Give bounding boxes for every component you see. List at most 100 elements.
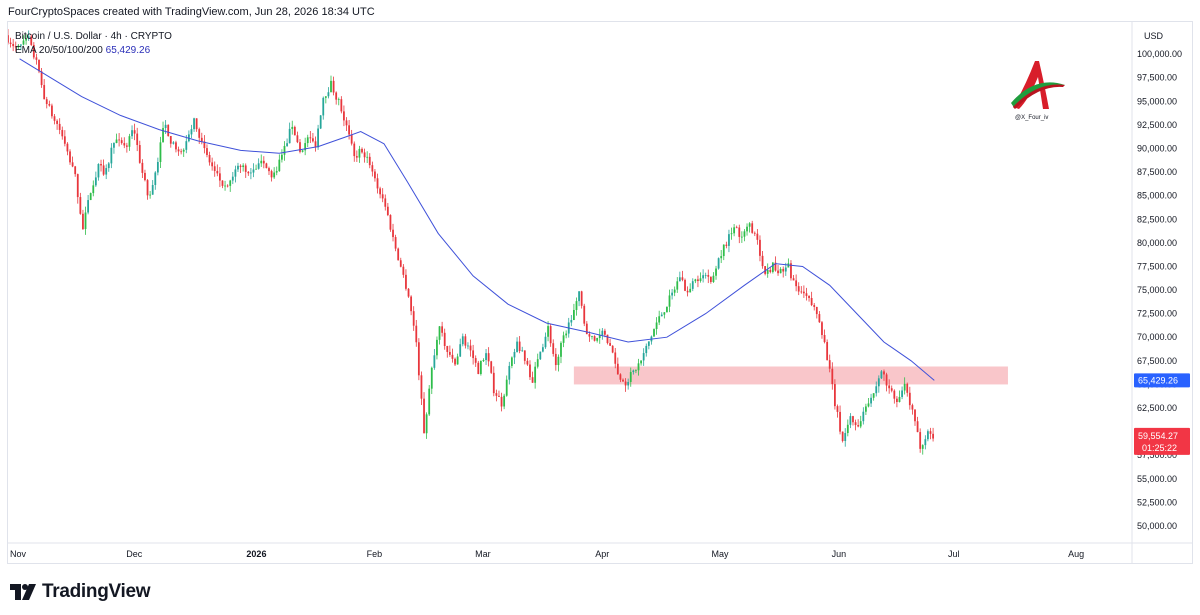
candle-body <box>270 171 273 178</box>
candle-body <box>629 372 632 382</box>
candle-body <box>226 185 229 187</box>
candle-body <box>100 164 102 166</box>
tradingview-logo-icon <box>10 584 36 600</box>
candle-body <box>156 162 159 173</box>
time-tick-label: Nov <box>10 549 27 559</box>
price-tick-label: 95,000.00 <box>1137 96 1177 106</box>
candle-body <box>500 396 503 407</box>
candle-body <box>288 128 291 144</box>
candle-body <box>821 322 823 336</box>
candle-body <box>699 278 702 281</box>
candle-body <box>901 390 903 397</box>
candle-body <box>877 378 880 387</box>
candle-body <box>735 227 738 229</box>
candle-body <box>27 36 30 39</box>
candle-body <box>836 406 839 412</box>
candle-body <box>722 244 725 257</box>
candle-body <box>818 314 821 323</box>
candle-body <box>720 256 723 259</box>
candle-body <box>74 166 77 175</box>
candle-body <box>712 275 715 283</box>
candle-body <box>557 356 560 366</box>
candle-body <box>87 200 90 213</box>
candle-body <box>694 279 697 282</box>
candle-body <box>61 129 64 137</box>
candle-body <box>255 168 257 170</box>
candle-body <box>854 422 857 426</box>
candle-body <box>275 171 278 173</box>
tradingview-logo[interactable]: TradingView <box>10 581 151 603</box>
price-tick-label: 72,500.00 <box>1137 309 1177 319</box>
candle-body <box>505 379 508 396</box>
candle-body <box>257 163 260 169</box>
candle-body <box>914 409 916 422</box>
candle-body <box>771 262 774 272</box>
candle-body <box>239 165 242 168</box>
candle-body <box>689 288 692 293</box>
candle-body <box>859 421 862 427</box>
candle-body <box>725 244 728 246</box>
candle-body <box>645 345 648 354</box>
candle-body <box>702 275 705 279</box>
chart-frame[interactable]: USD 100,000.00 97,500.00 95,000.00 92,500.00… <box>7 21 1193 564</box>
price-tick-label: 70,000.00 <box>1137 332 1177 342</box>
candle-body <box>281 154 283 160</box>
candle-body <box>45 99 48 105</box>
candle-body <box>746 226 748 232</box>
candle-body <box>43 85 46 100</box>
time-tick-label: Dec <box>126 549 143 559</box>
candle-body <box>704 274 707 276</box>
candle-body <box>733 227 736 234</box>
candle-body <box>495 393 498 396</box>
candle-body <box>283 145 286 155</box>
candle-body <box>9 42 12 44</box>
candle-body <box>332 80 335 93</box>
candle-body <box>397 248 400 261</box>
candle-body <box>813 305 816 307</box>
candle-body <box>681 277 684 280</box>
candle-body <box>278 159 281 172</box>
candle-body <box>216 170 219 174</box>
candle-body <box>446 345 449 352</box>
candle-body <box>167 124 170 137</box>
candle-body <box>224 185 226 187</box>
candle-body <box>82 213 84 230</box>
candle-body <box>485 353 487 361</box>
candle-body <box>136 133 139 146</box>
candle-body <box>425 414 428 434</box>
candle-body <box>619 374 622 380</box>
candle-body <box>40 71 43 86</box>
candle-body <box>849 416 852 425</box>
candle-body <box>190 129 193 135</box>
candle-body <box>921 445 924 449</box>
candle-body <box>30 36 33 45</box>
candle-body <box>242 165 245 168</box>
candle-body <box>115 139 118 144</box>
candle-body <box>247 171 250 174</box>
symbol-title[interactable]: Bitcoin / U.S. Dollar · 4h · CRYPTO <box>15 31 172 42</box>
candle-body <box>399 260 402 267</box>
candle-body <box>531 377 534 383</box>
candle-body <box>208 154 211 163</box>
candle-body <box>627 381 630 386</box>
chart-credit: FourCryptoSpaces created with TradingVie… <box>8 6 375 18</box>
candle-body <box>149 194 152 196</box>
ema-legend[interactable]: EMA 20/50/100/200 65,429.26 <box>15 44 172 58</box>
candle-body <box>151 185 154 195</box>
candle-body <box>335 92 338 100</box>
candle-body <box>195 118 198 130</box>
candle-body <box>309 137 312 139</box>
candle-body <box>105 168 108 175</box>
ema-line <box>19 58 935 381</box>
candle-body <box>611 345 614 353</box>
price-chart[interactable]: USD 100,000.00 97,500.00 95,000.00 92,500.00… <box>8 22 1192 563</box>
candle-body <box>632 370 635 373</box>
candle-body <box>929 431 932 434</box>
candle-body <box>273 172 276 178</box>
candle-body <box>622 379 624 382</box>
candle-body <box>394 237 397 249</box>
candle-body <box>433 355 436 368</box>
candle-body <box>162 128 164 143</box>
candle-body <box>58 123 61 130</box>
candle-body <box>516 341 518 352</box>
